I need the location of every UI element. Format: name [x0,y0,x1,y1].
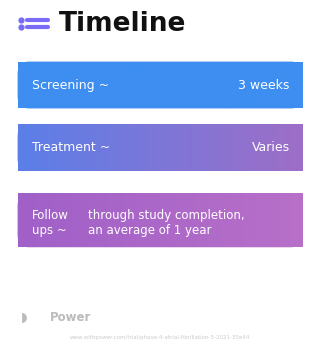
Text: an average of 1 year: an average of 1 year [88,224,212,237]
Text: www.withpower.com/trial/phase-4-atrial-fibrillation-5-2021-35e44: www.withpower.com/trial/phase-4-atrial-f… [70,335,250,340]
Text: Varies: Varies [252,141,290,154]
Text: Follow: Follow [32,209,69,222]
FancyBboxPatch shape [18,194,302,247]
FancyBboxPatch shape [18,124,302,171]
Text: Screening ~: Screening ~ [32,78,109,92]
Text: Power: Power [50,311,91,324]
Text: 3 weeks: 3 weeks [238,78,290,92]
Text: through study completion,: through study completion, [88,209,244,222]
FancyBboxPatch shape [18,62,302,108]
Text: Treatment ~: Treatment ~ [32,141,110,154]
Text: ups ~: ups ~ [32,224,67,237]
Text: Timeline: Timeline [59,11,187,36]
Text: ◗: ◗ [21,311,27,324]
